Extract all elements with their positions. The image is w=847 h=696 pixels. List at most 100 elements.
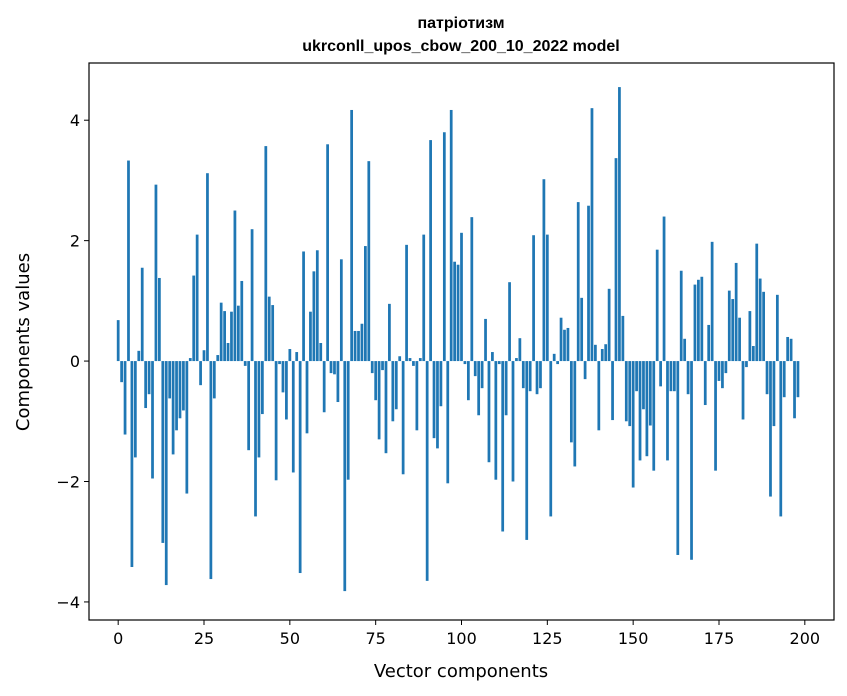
bar-44 [267, 296, 271, 362]
bar-11 [154, 184, 158, 362]
bar-14 [164, 361, 168, 586]
bar-100 [460, 232, 463, 362]
bar-168 [693, 284, 697, 362]
bar-61 [326, 144, 329, 362]
bar-142 [604, 344, 608, 362]
bar-66 [343, 361, 347, 592]
bar-88 [418, 358, 422, 362]
bar-99 [456, 264, 460, 362]
bar-147 [621, 315, 625, 362]
bar-160 [666, 361, 669, 461]
bar-67 [346, 361, 350, 480]
bar-166 [686, 361, 690, 395]
bar-156 [652, 361, 656, 471]
bar-148 [624, 361, 628, 422]
x-tick-label: 200 [790, 629, 821, 648]
bar-82 [398, 356, 402, 362]
y-tick-label: −2 [56, 473, 80, 492]
bar-185 [751, 346, 755, 362]
bar-3 [127, 160, 130, 362]
x-tick-label: 150 [618, 629, 649, 648]
bar-97 [449, 109, 453, 362]
bar-196 [789, 338, 793, 362]
bar-72 [364, 246, 367, 362]
bar-113 [504, 361, 508, 416]
bar-136 [583, 361, 587, 380]
bar-59 [319, 343, 323, 362]
bar-135 [580, 297, 584, 362]
bar-194 [782, 361, 786, 398]
bar-81 [394, 361, 398, 410]
bar-140 [597, 361, 601, 431]
bar-174 [714, 361, 717, 471]
bar-143 [607, 288, 611, 362]
bar-154 [645, 361, 649, 457]
bar-109 [491, 352, 494, 362]
bar-78 [384, 361, 388, 454]
y-axis-ticks: −4 −2 0 2 4 [56, 111, 89, 612]
bar-126 [549, 361, 553, 517]
bar-33 [230, 311, 233, 362]
y-tick-label: −4 [56, 593, 80, 612]
bar-51 [291, 361, 295, 473]
bar-191 [772, 361, 776, 427]
bar-157 [655, 249, 659, 362]
bar-123 [539, 361, 542, 389]
bar-56 [309, 311, 312, 362]
bar-132 [569, 361, 573, 443]
bar-49 [285, 361, 288, 420]
bar-40 [254, 361, 257, 517]
bar-115 [511, 361, 515, 482]
bar-152 [638, 361, 642, 461]
bar-34 [233, 210, 237, 362]
bar-84 [405, 244, 408, 362]
bar-138 [590, 108, 594, 362]
bar-0 [116, 320, 120, 362]
bar-25 [202, 350, 206, 362]
bar-164 [679, 270, 683, 362]
bar-162 [672, 361, 676, 392]
bar-6 [137, 350, 141, 362]
bar-85 [408, 358, 412, 362]
bar-118 [521, 361, 525, 389]
bar-120 [528, 361, 532, 392]
bar-122 [535, 361, 539, 395]
y-tick-label: 0 [70, 352, 80, 371]
bar-36 [240, 280, 244, 362]
bar-180 [734, 262, 738, 362]
bar-7 [140, 267, 144, 362]
bar-181 [738, 317, 741, 362]
bar-178 [727, 290, 731, 362]
bar-9 [147, 361, 151, 395]
bar-79 [388, 303, 391, 362]
bar-103 [470, 217, 474, 362]
bar-149 [628, 361, 632, 427]
bar-141 [600, 349, 604, 362]
bar-128 [556, 361, 560, 365]
y-tick-label: 2 [70, 232, 80, 251]
bar-10 [151, 361, 154, 479]
bar-63 [333, 361, 336, 375]
x-tick-label: 0 [113, 629, 123, 648]
bar-144 [611, 361, 614, 421]
bar-26 [206, 173, 209, 362]
bar-55 [305, 361, 309, 434]
bar-182 [741, 361, 745, 420]
bar-192 [775, 294, 779, 362]
bar-92 [432, 361, 436, 439]
bar-145 [614, 158, 618, 362]
bar-116 [515, 358, 518, 362]
bar-20 [185, 361, 189, 494]
bar-155 [648, 361, 652, 426]
bar-169 [697, 279, 700, 362]
bar-41 [257, 361, 261, 458]
bar-179 [731, 299, 735, 362]
bar-23 [195, 234, 199, 362]
bar-117 [518, 338, 522, 362]
bar-114 [508, 282, 511, 362]
bar-5 [133, 361, 137, 458]
bar-183 [745, 361, 748, 368]
bar-62 [329, 361, 333, 374]
chart-title: патріотизм [417, 15, 504, 32]
